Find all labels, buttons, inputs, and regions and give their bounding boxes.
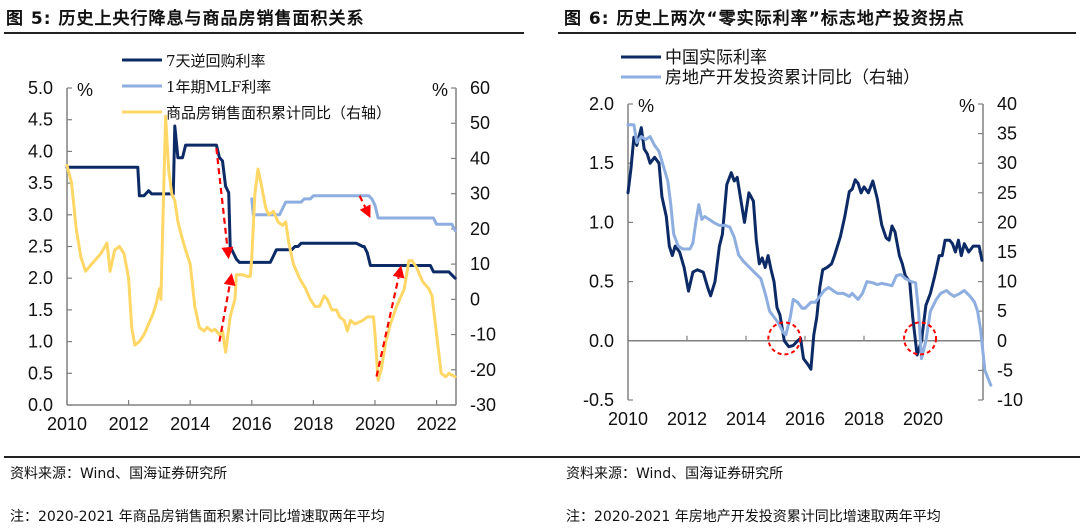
annotation-dashed-arrow	[215, 148, 229, 248]
left-axis-tick-label: 0.5	[589, 272, 614, 292]
right-axis-tick-label: 60	[470, 78, 490, 98]
x-axis-tick-label: 2022	[417, 414, 457, 434]
left-axis-tick-label: 0.5	[28, 363, 53, 383]
right-axis-tick-label: 30	[470, 184, 490, 204]
left-axis-tick-label: -0.5	[583, 390, 614, 410]
chart-figure6: -0.5 0.0 0.5 1.0 1.5 2.0 % -10 -5 0 5 10 15 20 25 30 35 4…	[583, 48, 1023, 429]
annotation-dashed-circle	[903, 321, 938, 356]
x-axis-tick-label: 2018	[293, 414, 333, 434]
right-axis-tick-label: 5	[997, 301, 1007, 321]
figure6-label: 图 6:	[564, 9, 610, 29]
x-axis-tick-label: 2020	[355, 414, 395, 434]
right-axis-tick-label: 40	[997, 94, 1017, 114]
annotation-arrowhead	[221, 246, 234, 260]
right-axis-tick-label: -20	[470, 360, 496, 380]
right-axis-tick-label: -30	[470, 395, 496, 415]
left-axis-unit: %	[638, 96, 654, 116]
x-axis-tick-label: 2012	[109, 414, 149, 434]
x-axis-tick-label: 2010	[608, 409, 648, 429]
left-axis-tick-label: 2.0	[589, 94, 614, 114]
figure6-title-text: 历史上两次“零实际利率”标志地产投资拐点	[616, 9, 965, 29]
right-axis-tick-label: 20	[470, 219, 490, 239]
left-axis-tick-label: 1.5	[589, 153, 614, 173]
x-axis-tick-label: 2014	[726, 409, 766, 429]
left-axis-tick-label: 5.0	[28, 78, 53, 98]
figure6-top-rule	[558, 32, 1076, 34]
x-axis-tick-label: 2016	[232, 414, 272, 434]
figure5-title: 图 5: 历史上央行降息与商品房销售面积关系	[6, 4, 364, 29]
right-axis-tick-label: 30	[997, 153, 1017, 173]
right-axis-tick-label: 20	[997, 212, 1017, 232]
legend-label-1: 7天逆回购利率	[166, 52, 266, 70]
legend-label-3: 商品房销售面积累计同比（右轴）	[166, 104, 391, 122]
figure6-source: 资料来源：Wind、国海证券研究所	[566, 466, 784, 482]
right-axis-tick-label: 25	[997, 183, 1017, 203]
right-axis-tick-label: 10	[997, 272, 1017, 292]
x-axis-tick-label: 2010	[47, 414, 87, 434]
series-line-2	[250, 194, 457, 233]
annotation-dashed-arrow	[358, 195, 367, 208]
x-axis-tick-label: 2020	[903, 409, 943, 429]
right-axis-unit: %	[432, 80, 448, 100]
left-axis-tick-label: 2.0	[28, 268, 53, 288]
figure5-top-rule	[4, 32, 524, 34]
footer-rule	[4, 456, 1080, 458]
left-axis-tick-label: 3.5	[28, 173, 53, 193]
annotation-dashed-arrow	[375, 276, 400, 377]
figure6-note: 注：2020-2021 年房地产开发投资累计同比增速取两年平均	[566, 509, 941, 525]
right-axis-tick-label: 50	[470, 113, 490, 133]
x-axis-tick-label: 2018	[844, 409, 884, 429]
series-line-2	[626, 123, 993, 387]
x-axis-tick-label: 2014	[170, 414, 210, 434]
left-axis-tick-label: 1.5	[28, 300, 53, 320]
right-axis-tick-label: -10	[470, 325, 496, 345]
annotation-arrowhead	[392, 265, 405, 279]
right-axis-tick-label: -5	[997, 360, 1013, 380]
right-axis-tick-label: 35	[997, 124, 1017, 144]
x-axis-tick-label: 2012	[667, 409, 707, 429]
annotation-dashed-circle	[767, 321, 802, 356]
right-axis-tick-label: 0	[997, 331, 1007, 351]
right-axis-tick-label: 10	[470, 254, 490, 274]
figure5-label: 图 5:	[6, 9, 52, 29]
left-axis-tick-label: 3.0	[28, 205, 53, 225]
chart-figure5: 0.0 0.5 1.0 1.5 2.0 2.5 3.0 3.5 4.0 4.5 5.0 % -30 -20…	[28, 52, 496, 434]
legend-label-2: 房地产开发投资累计同比（右轴）	[665, 68, 920, 88]
left-axis-tick-label: 1.0	[28, 332, 53, 352]
legend-label-2: 1年期MLF利率	[166, 78, 271, 96]
left-axis-tick-label: 0.0	[28, 395, 53, 415]
left-axis-tick-label: 0.0	[589, 331, 614, 351]
left-axis-tick-label: 1.0	[589, 212, 614, 232]
x-axis-tick-label: 2016	[785, 409, 825, 429]
right-axis-tick-label: 0	[470, 289, 480, 309]
figure5-title-text: 历史上央行降息与商品房销售面积关系	[58, 9, 365, 29]
figure5-note: 注：2020-2021 年商品房销售面积累计同比增速取两年平均	[10, 509, 385, 525]
figure6-title: 图 6: 历史上两次“零实际利率”标志地产投资拐点	[564, 4, 965, 29]
figure5-source: 资料来源：Wind、国海证券研究所	[10, 466, 228, 482]
right-axis-unit: %	[959, 96, 975, 116]
right-axis-tick-label: -10	[997, 390, 1023, 410]
left-axis-tick-label: 2.5	[28, 237, 53, 257]
right-axis-tick-label: 15	[997, 242, 1017, 262]
left-axis-unit: %	[77, 80, 93, 100]
right-axis-tick-label: 40	[470, 148, 490, 168]
legend-label-1: 中国实际利率	[665, 48, 767, 68]
annotation-arrowhead	[223, 273, 236, 287]
left-axis-tick-label: 4.0	[28, 141, 53, 161]
series-line-3	[65, 114, 457, 382]
left-axis-tick-label: 4.5	[28, 110, 53, 130]
annotation-arrowhead	[359, 204, 371, 218]
